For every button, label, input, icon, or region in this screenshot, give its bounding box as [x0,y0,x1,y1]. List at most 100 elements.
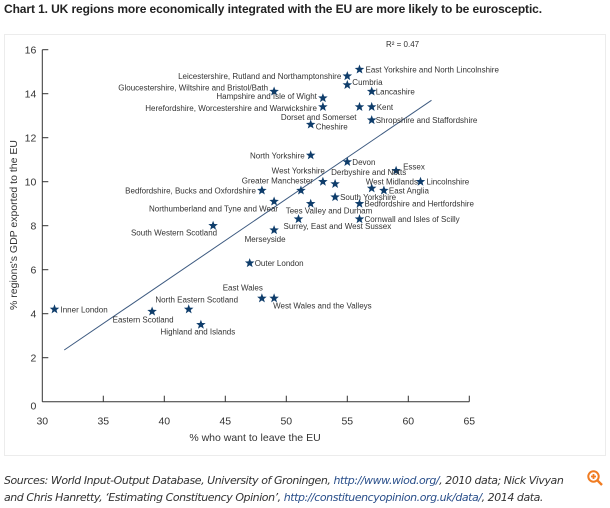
x-tick-label: 45 [219,416,231,428]
star-marker [342,71,353,81]
r-squared-annotation: R² = 0.47 [386,40,420,49]
trend-line [63,99,432,351]
data-point: Kent [366,101,394,112]
point-label: Essex [403,163,425,172]
point-label: South Yorkshire [340,193,397,202]
star-marker [269,225,279,235]
x-tick-label: 60 [402,416,414,428]
point-label: East Anglia [389,187,430,196]
point-label: North Eastern Scotland [155,295,238,304]
data-point: Gloucestershire, Wiltshire and Bristol/B… [118,84,279,96]
data-point: Cornwall and Isles of Scilly [354,214,460,224]
star-marker [354,64,365,74]
data-point: Surrey, East and West Sussex [284,214,392,231]
star-marker [391,165,401,175]
star-marker [415,176,426,186]
star-marker [49,304,60,314]
star-marker [342,79,353,89]
chart-frame [4,34,606,456]
star-marker [379,185,389,195]
data-point: Hampshire and Isle of Wight [216,92,328,103]
zoom-in-icon[interactable] [587,470,603,486]
data-point: West Wales and the Valleys [269,293,372,310]
data-point: East Wales [223,283,267,303]
data-point: North Eastern Scotland [155,295,238,314]
point-label: Gloucestershire, Wiltshire and Bristol/B… [118,84,268,93]
data-point: North Yorkshire [250,150,316,160]
wiod-link[interactable]: http://www.wiod.org/ [333,474,440,487]
data-point: East Yorkshire and North Lincolnshire [354,64,500,75]
star-marker [293,214,304,224]
data-point: Merseyside [245,225,286,244]
y-tick-label: 0 [30,401,36,413]
point-label: Lincolnshire [427,178,470,187]
point-label: Inner London [61,305,108,314]
point-label: Bedfordshire and Hertfordshire [365,200,475,209]
data-point: Lincolnshire [415,176,470,187]
data-point: Inner London [49,304,108,314]
data-point: West Yorkshire [272,167,328,186]
point-label: West Wales and the Valleys [273,301,372,310]
star-marker [305,119,316,129]
point-label: East Yorkshire and North Lincolnshire [366,66,500,75]
y-tick-label: 10 [25,177,37,189]
star-marker [318,101,328,111]
x-tick-label: 55 [341,416,353,428]
data-point: Cheshire [305,119,349,132]
scatter-chart: 30 35 40 45 50 55 60 65 0 2 4 6 8 10 12 14 16 East Yorks… [8,40,500,444]
data-point: South Western Scotland [131,220,218,238]
data-point: Tees Valley and Durham [286,198,373,216]
star-marker [269,293,279,303]
star-marker [147,306,157,316]
star-marker [305,198,316,208]
star-marker [196,319,206,329]
data-point: Bedfordshire, Bucks and Oxfordshire [125,185,267,196]
star-marker [183,304,194,314]
star-marker [354,214,365,224]
star-marker [354,101,365,111]
point-label: Tees Valley and Durham [286,207,373,216]
point-label: Greater Manchester [242,177,313,186]
x-tick-label: 30 [36,416,48,428]
point-label: Cheshire [316,123,349,132]
data-point: Essex [391,163,425,175]
data-point: West Midlands [366,177,418,193]
star-marker [354,198,365,208]
data-point: East Anglia [379,185,430,196]
y-tick-label: 12 [25,133,37,145]
star-marker [257,185,267,195]
point-label: Outer London [255,259,304,268]
y-tick-label: 8 [30,221,36,233]
point-label: Cumbria [352,78,383,87]
point-label: Shropshire and Staffordshire [376,116,478,125]
star-marker [366,183,377,193]
y-tick-label: 2 [30,353,36,365]
star-marker [269,196,279,206]
point-label: West Midlands [366,177,418,186]
point-label: Bedfordshire, Bucks and Oxfordshire [125,187,256,196]
y-tick-label: 4 [30,309,36,321]
point-label: West Yorkshire [272,167,326,176]
sources-mid: , 2010 data; Nick Vivyan and Chris Hanre… [4,474,564,504]
point-label: Highland and Islands [161,328,236,337]
data-point: Cumbria [342,78,383,89]
data-point: Leicestershire, Rutland and Northamptons… [178,71,353,81]
point-label: Surrey, East and West Sussex [284,222,392,231]
point-label: Merseyside [245,235,286,244]
point-label: Devon [352,158,375,167]
star-marker [318,93,328,103]
y-tick-label: 16 [25,45,37,57]
star-marker [296,185,306,195]
data-point: Lancashire [366,86,415,97]
point-label: East Wales [223,283,263,292]
sources-note: Sources: World Input-Output Database, Un… [4,472,584,506]
point-label: Hampshire and Isle of Wight [216,92,317,101]
star-marker [366,86,377,96]
data-point: Greater Manchester [242,177,313,195]
point-label: Cornwall and Isles of Scilly [365,215,460,224]
star-marker [330,192,340,202]
sources-prefix: Sources: World Input-Output Database, Un… [4,474,334,487]
constituency-opinion-link[interactable]: http://constituencyopinion.org.uk/data/ [283,491,482,504]
star-marker [269,86,279,96]
point-label: South Western Scotland [131,229,217,238]
